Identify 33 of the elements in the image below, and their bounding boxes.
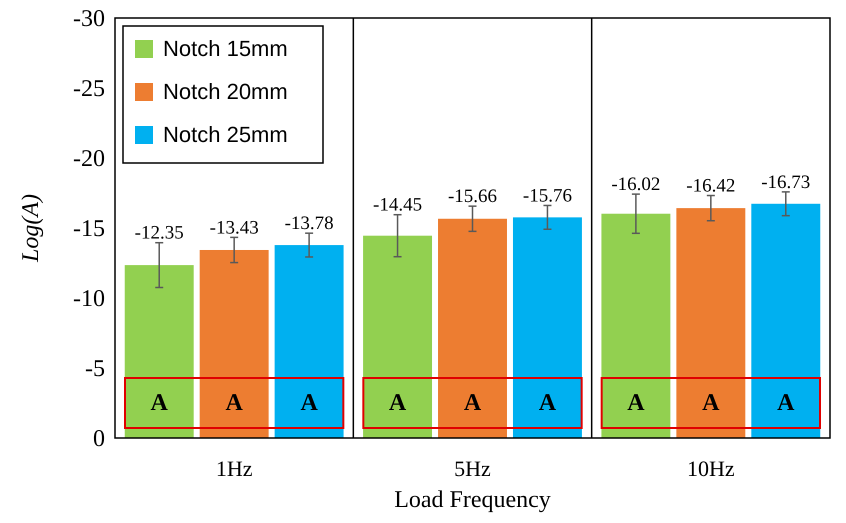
y-tick-label: -5 [85, 356, 105, 382]
data-label: -13.78 [284, 213, 334, 234]
annotation: A [388, 390, 407, 416]
data-label: -12.35 [134, 222, 184, 244]
annotation: A [464, 390, 482, 416]
y-tick-label: -20 [73, 146, 105, 172]
data-label: -16.73 [761, 172, 810, 193]
legend-label: Notch 15mm [163, 36, 288, 61]
annotation: A [300, 390, 318, 416]
x-tick-label: 5Hz [454, 456, 492, 481]
y-tick-label: -10 [73, 286, 105, 312]
y-tick-label: 0 [93, 426, 105, 452]
x-tick-label: 1Hz [216, 456, 253, 481]
data-label: -13.43 [210, 217, 259, 238]
x-axis-title: Load Frequency [394, 487, 551, 513]
y-tick-label: -25 [73, 76, 105, 102]
data-label: -16.42 [686, 176, 736, 197]
y-tick-label: -15 [73, 216, 105, 242]
data-label: -14.45 [373, 194, 422, 216]
annotation: A [150, 390, 169, 416]
annotation: A [777, 390, 796, 416]
annotation: A [702, 390, 720, 416]
data-label: -16.02 [611, 174, 660, 196]
legend-label: Notch 25mm [163, 122, 288, 147]
annotation: A [627, 390, 646, 416]
legend-label: Notch 20mm [163, 79, 288, 104]
x-tick-label: 10Hz [687, 456, 735, 481]
y-axis-title: Log(A) [18, 194, 44, 263]
data-label: -15.66 [448, 186, 498, 208]
data-label: -15.76 [522, 185, 572, 206]
annotation: A [225, 390, 244, 416]
y-tick-label: -30 [73, 6, 105, 32]
annotation: A [538, 390, 557, 416]
